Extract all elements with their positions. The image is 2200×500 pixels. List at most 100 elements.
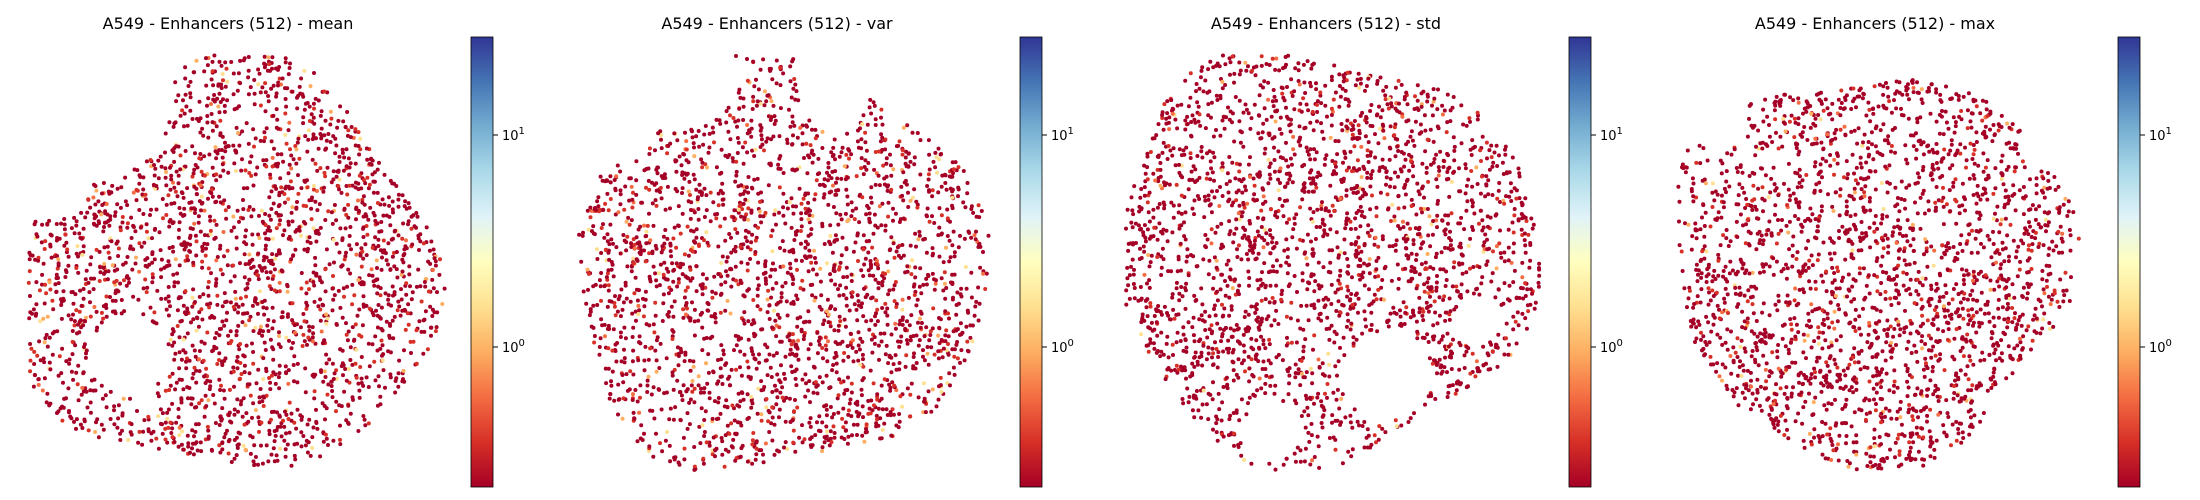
scatter-point: [268, 337, 273, 342]
scatter-point: [192, 434, 196, 439]
scatter-point: [410, 290, 415, 295]
scatter-point: [787, 107, 791, 112]
scatter-point: [225, 79, 230, 84]
scatter-point: [900, 404, 905, 409]
scatter-point: [794, 293, 799, 298]
scatter-point: [292, 442, 297, 447]
scatter-point: [840, 235, 845, 240]
scatter-point: [1159, 254, 1164, 259]
scatter-point: [148, 158, 153, 162]
scatter-point: [344, 212, 349, 217]
scatter-point: [165, 440, 170, 445]
scatter-point: [756, 386, 761, 391]
scatter-point: [118, 281, 123, 286]
scatter-point: [660, 319, 665, 323]
scatter-point: [376, 244, 381, 248]
scatter-point: [667, 443, 672, 448]
scatter-point: [820, 380, 825, 385]
scatter-point: [934, 278, 938, 283]
scatter-point: [1435, 213, 1440, 218]
scatter-point: [885, 260, 890, 265]
scatter-point: [266, 237, 271, 242]
scatter-point: [218, 100, 223, 104]
scatter-point: [867, 211, 872, 216]
scatter-point: [88, 314, 93, 319]
scatter-point: [638, 341, 643, 346]
scatter-point: [186, 396, 190, 401]
scatter-point: [81, 226, 86, 231]
scatter-point: [1494, 244, 1499, 249]
scatter-point: [390, 284, 395, 289]
scatter-point: [793, 398, 797, 402]
scatter-point: [952, 254, 957, 259]
scatter-point: [1302, 409, 1307, 414]
panel-var: A549 - Enhancers (512) - var 101 100: [577, 14, 1074, 488]
scatter-point: [635, 439, 640, 444]
scatter-point: [615, 163, 620, 168]
scatter-point: [738, 280, 743, 285]
scatter-point: [339, 364, 344, 369]
scatter-point: [44, 291, 49, 296]
scatter-point: [597, 345, 602, 349]
scatter-point: [373, 334, 378, 339]
scatter-point: [854, 206, 859, 211]
scatter-point: [214, 172, 219, 177]
scatter-point: [348, 135, 353, 140]
scatter-point: [675, 378, 680, 383]
scatter-point: [1196, 104, 1201, 109]
scatter-point: [280, 76, 285, 81]
scatter-point: [670, 261, 675, 266]
scatter-point: [272, 429, 277, 434]
scatter-point: [751, 431, 756, 435]
scatter-point: [782, 445, 786, 450]
scatter-point: [404, 206, 409, 211]
scatter-point: [76, 398, 81, 403]
scatter-point: [214, 222, 219, 227]
scatter-point: [956, 194, 960, 199]
scatter-point: [803, 245, 808, 250]
scatter-point: [850, 208, 855, 213]
scatter-point: [788, 420, 793, 424]
scatter-point: [767, 303, 772, 308]
scatter-point: [257, 213, 261, 218]
scatter-point: [253, 172, 258, 177]
scatter-point: [440, 302, 445, 306]
scatter-point: [334, 174, 339, 179]
scatter-point: [366, 385, 371, 389]
scatter-point: [263, 223, 268, 227]
scatter-point: [700, 165, 705, 170]
scatter-point: [1423, 402, 1427, 407]
scatter-point: [1423, 128, 1428, 133]
scatter-point: [742, 352, 747, 357]
scatter-point: [239, 168, 244, 173]
scatter-point: [801, 196, 806, 201]
scatter-point: [223, 140, 227, 145]
scatter-point: [601, 208, 606, 212]
scatter-point: [321, 189, 326, 194]
scatter-point: [127, 280, 131, 285]
scatter-point: [950, 195, 955, 200]
scatter-point: [799, 211, 804, 216]
scatter-point: [904, 353, 909, 358]
scatter-point: [1237, 169, 1242, 174]
scatter-point: [334, 376, 339, 381]
scatter-point: [861, 364, 866, 369]
scatter-point: [724, 398, 729, 403]
scatter-point: [710, 289, 715, 294]
scatter-point: [105, 277, 110, 282]
scatter-point: [115, 186, 120, 191]
scatter-point: [118, 431, 123, 436]
scatter-point: [726, 129, 731, 134]
scatter-point: [906, 190, 910, 195]
scatter-point: [100, 191, 104, 196]
scatter-point: [60, 418, 65, 423]
scatter-point: [687, 358, 692, 363]
scatter-point: [403, 244, 408, 249]
scatter-point: [647, 211, 651, 216]
scatter-point: [630, 335, 635, 339]
scatter-point: [75, 382, 80, 387]
scatter-point: [408, 339, 413, 344]
scatter-point: [800, 423, 804, 428]
scatter-point: [356, 181, 361, 186]
scatter-point: [56, 373, 61, 378]
